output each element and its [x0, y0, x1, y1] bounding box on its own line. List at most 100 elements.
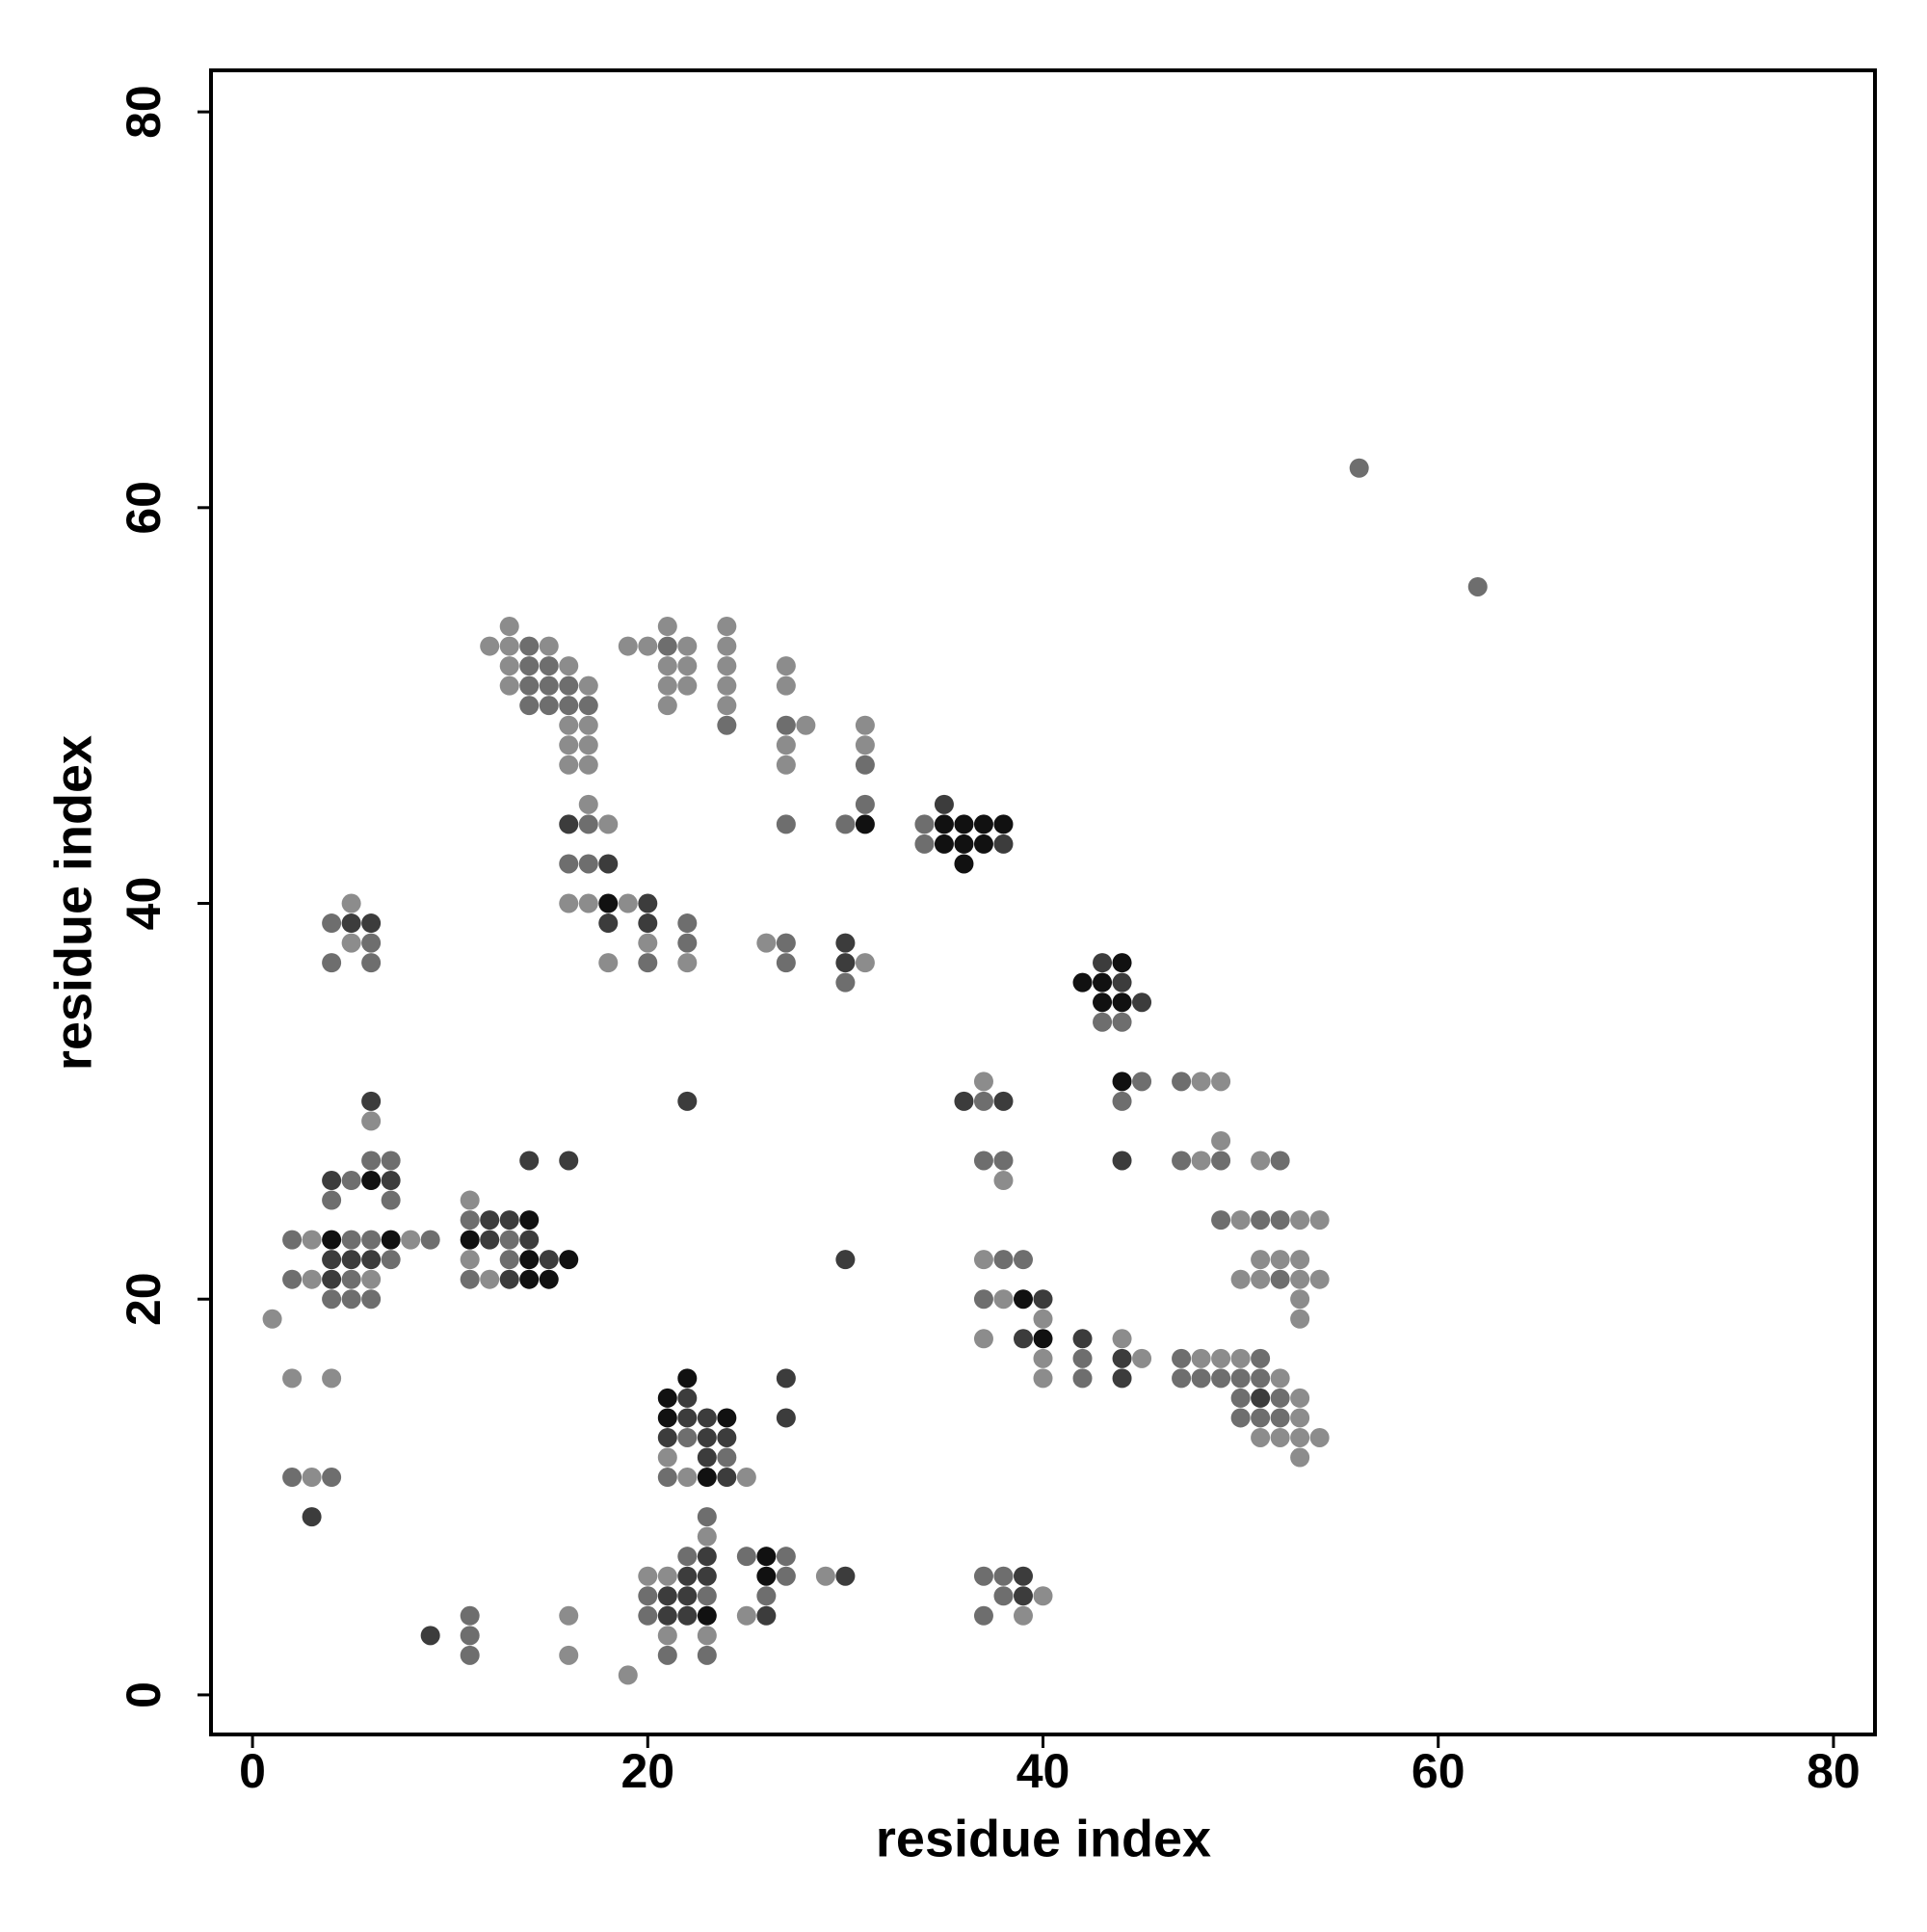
point: [1072, 1329, 1093, 1349]
point: [1251, 1269, 1271, 1289]
point: [341, 1230, 361, 1250]
point: [1211, 1130, 1231, 1151]
point: [578, 675, 598, 696]
point: [1251, 1427, 1271, 1447]
point: [578, 854, 598, 874]
point: [598, 814, 619, 834]
point: [460, 1210, 480, 1231]
point: [539, 696, 559, 716]
point: [539, 675, 559, 696]
point: [361, 913, 382, 934]
point: [559, 854, 579, 874]
point: [1033, 1289, 1053, 1310]
point: [618, 893, 638, 913]
point: [1112, 1012, 1132, 1032]
point: [697, 1547, 717, 1567]
point: [559, 1151, 579, 1171]
point: [855, 735, 875, 755]
point: [1132, 992, 1152, 1013]
point: [460, 1230, 480, 1250]
point: [677, 1566, 698, 1586]
point: [657, 1468, 677, 1488]
point: [677, 953, 698, 973]
x-tick-label: 0: [239, 1744, 266, 1798]
point: [657, 656, 677, 676]
point: [361, 1151, 382, 1171]
y-tick-label: 20: [117, 1272, 171, 1326]
y-tick-label: 60: [117, 481, 171, 535]
point: [934, 834, 954, 854]
point: [677, 1605, 698, 1626]
point: [855, 814, 875, 834]
point: [638, 953, 658, 973]
point: [1112, 972, 1132, 992]
point: [1112, 992, 1132, 1013]
point: [519, 1230, 540, 1250]
point: [302, 1507, 322, 1527]
point: [993, 1091, 1014, 1111]
point: [1211, 1368, 1231, 1389]
point: [855, 754, 875, 775]
point: [1112, 953, 1132, 973]
point: [657, 1408, 677, 1428]
point: [1211, 1348, 1231, 1368]
point: [519, 1210, 540, 1231]
point: [1270, 1210, 1290, 1231]
point: [341, 933, 361, 953]
point: [1290, 1408, 1310, 1428]
point: [539, 656, 559, 676]
point: [1112, 1329, 1132, 1349]
point: [322, 1468, 342, 1488]
point: [1093, 1012, 1113, 1032]
point: [1172, 1072, 1192, 1092]
point: [954, 854, 974, 874]
point: [361, 953, 382, 973]
point: [1251, 1408, 1271, 1428]
point: [677, 1586, 698, 1606]
point: [756, 933, 777, 953]
point: [341, 913, 361, 934]
point: [499, 1230, 519, 1250]
point: [1270, 1427, 1290, 1447]
point: [282, 1269, 303, 1289]
point: [697, 1427, 717, 1447]
point: [1033, 1348, 1053, 1368]
point: [1112, 1151, 1132, 1171]
point: [361, 1091, 382, 1111]
point: [1270, 1388, 1290, 1408]
point: [697, 1408, 717, 1428]
point: [776, 1408, 796, 1428]
y-axis-title: residue index: [44, 735, 102, 1071]
point: [460, 1190, 480, 1210]
point: [1290, 1388, 1310, 1408]
point: [776, 656, 796, 676]
point: [559, 1645, 579, 1665]
point: [776, 1566, 796, 1586]
point: [1251, 1348, 1271, 1368]
point: [1033, 1309, 1053, 1329]
point: [677, 1427, 698, 1447]
point: [638, 933, 658, 953]
point: [322, 913, 342, 934]
point: [302, 1230, 322, 1250]
point: [361, 1269, 382, 1289]
point: [776, 735, 796, 755]
point: [717, 1427, 737, 1447]
point: [499, 675, 519, 696]
point: [973, 1289, 993, 1310]
point: [1290, 1427, 1310, 1447]
point: [638, 893, 658, 913]
point: [638, 636, 658, 656]
x-tick-label: 80: [1807, 1744, 1861, 1798]
point: [697, 1507, 717, 1527]
point: [302, 1269, 322, 1289]
point: [262, 1309, 282, 1329]
point: [657, 1586, 677, 1606]
point: [835, 953, 856, 973]
point: [1349, 458, 1369, 478]
point: [855, 953, 875, 973]
point: [499, 1210, 519, 1231]
point: [638, 1586, 658, 1606]
point: [1191, 1151, 1211, 1171]
point: [697, 1468, 717, 1488]
